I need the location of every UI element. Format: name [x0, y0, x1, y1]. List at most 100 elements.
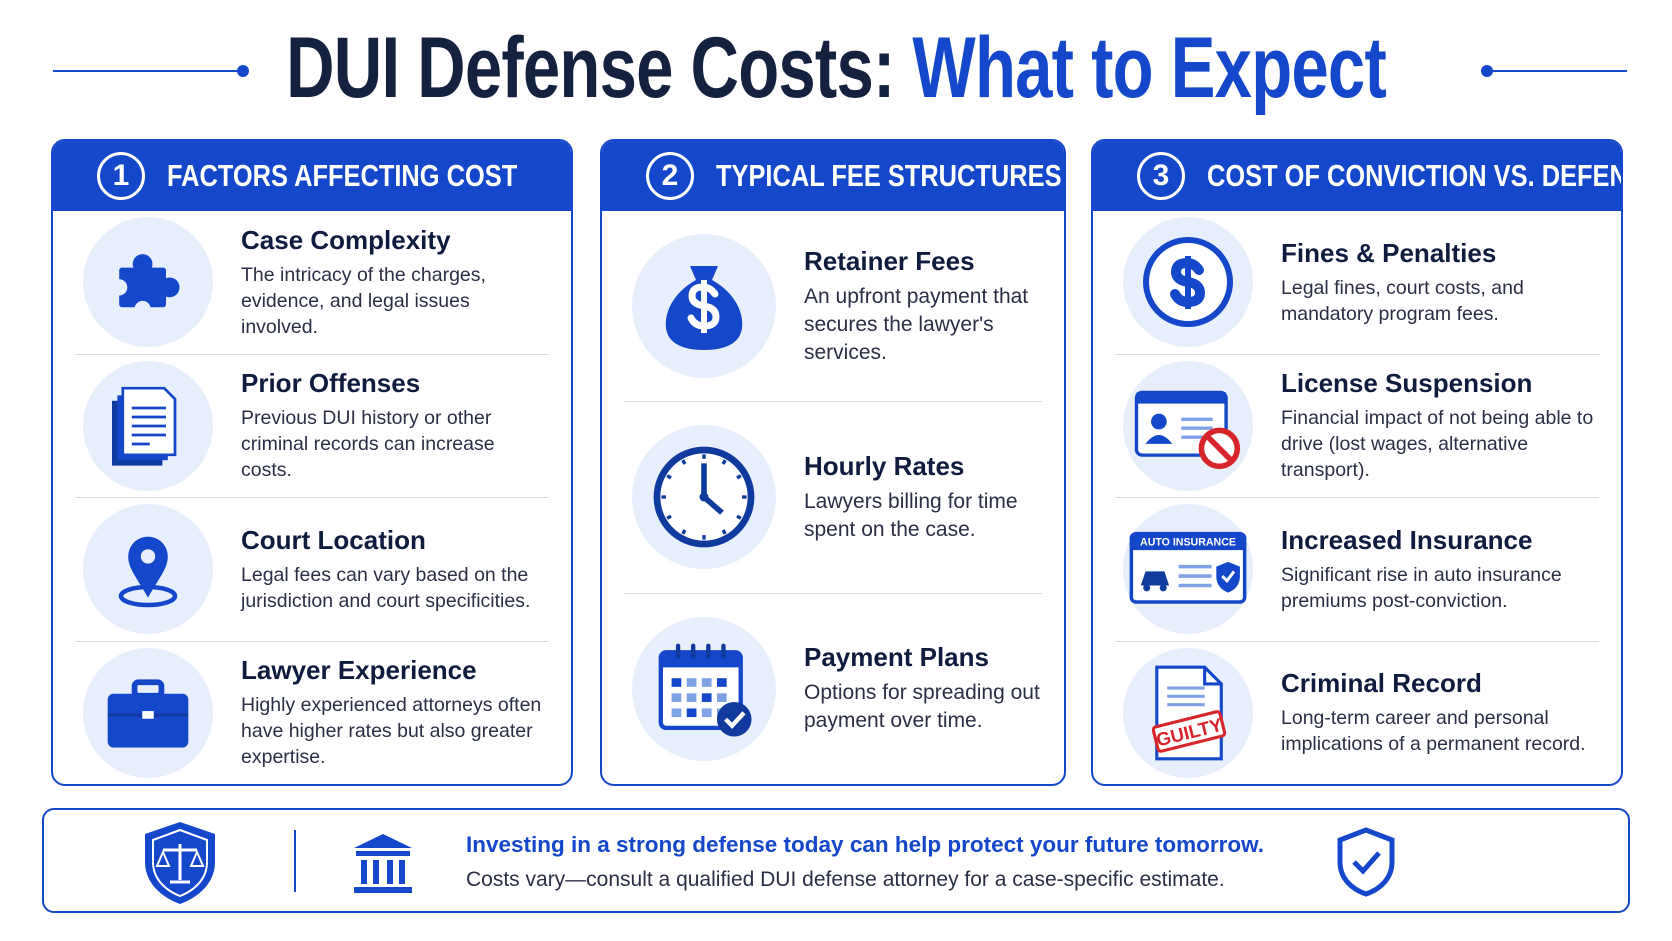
icon-svg [112, 386, 177, 466]
icon-svg: GUILTY [1151, 665, 1227, 761]
icon-rect [119, 267, 166, 308]
item: GUILTY Criminal Record Long-term career an… [1115, 642, 1599, 785]
item-icon [632, 616, 776, 761]
icon-rect [675, 643, 681, 659]
icon-circle [1159, 584, 1167, 592]
title-text: DUI Defense Costs: What to Expect [286, 18, 1387, 118]
item-title: Prior Offenses [241, 368, 421, 399]
icon-rect [671, 693, 682, 702]
shield-check-icon [1337, 827, 1395, 897]
item: Fines & Penalties Legal fines, court cost… [1115, 211, 1599, 355]
icon-rect [701, 708, 712, 717]
item-icon [83, 504, 213, 635]
icon-line [736, 515, 742, 521]
column-title: TYPICAL FEE STRUCTURES [716, 158, 1062, 193]
icon-path [121, 386, 177, 456]
column: 2 TYPICAL FEE STRUCTURES Retainer Fees An u… [600, 139, 1066, 786]
item-title: Court Location [241, 524, 426, 555]
item: Lawyer Experience Highly experienced atto… [75, 642, 549, 785]
item-title: Case Complexity [241, 224, 451, 255]
icon-rect [701, 693, 712, 702]
icon-rect [356, 851, 410, 856]
item-text: Legal fees can vary based on the jurisdi… [241, 563, 531, 612]
icon-line [721, 529, 727, 536]
shield-scales-icon [145, 822, 215, 904]
divider [294, 830, 296, 892]
icon-line [666, 474, 672, 480]
item: Payment Plans Options for spreading out p… [624, 594, 1042, 784]
icon-circle [699, 493, 709, 502]
title-accent: What to Expect [912, 20, 1386, 116]
item: Court Location Legal fees can vary based … [75, 498, 549, 642]
icon-rect [361, 860, 367, 884]
icon-line [681, 459, 687, 466]
icon-svg [118, 536, 178, 608]
footer: Investing in a strong defense today can … [42, 808, 1630, 913]
icon-rect [1136, 392, 1227, 404]
icon-circle [111, 279, 128, 296]
icon-circle [134, 301, 151, 318]
column-header: 1 FACTORS AFFECTING COST [53, 141, 571, 211]
item-text: Highly experienced attorneys often have … [241, 694, 542, 769]
icon-rect [686, 678, 697, 687]
item-text: Financial impact of not being able to dr… [1281, 407, 1594, 482]
icon-rect [142, 710, 154, 719]
title-rule [53, 65, 249, 77]
item-icon [83, 647, 213, 778]
courthouse-icon [354, 834, 412, 893]
item-text: Significant rise in auto insurance premi… [1281, 563, 1562, 612]
icon-circle [159, 277, 180, 298]
column-number: 2 [646, 152, 694, 200]
footer-note: Costs vary—consult a qualified DUI defen… [466, 868, 1225, 891]
title: DUI Defense Costs: What to Expect [0, 18, 1672, 118]
icon-path [155, 849, 205, 867]
icon-path [724, 711, 746, 729]
item-text: Previous DUI history or other criminal r… [241, 407, 495, 482]
item-icon: AUTO INSURANCE [1123, 504, 1253, 635]
column-header: 3 COST OF CONVICTION VS. DEFENSE [1093, 141, 1621, 211]
icon-circle [132, 254, 153, 275]
icon-rect [660, 652, 741, 668]
icon-svg: AUTO INSURANCE [1129, 532, 1247, 605]
item-body: Retainer Fees An upfront payment that sec… [804, 246, 1042, 367]
icon-svg [665, 266, 743, 351]
item-text: The intricacy of the charges, evidence, … [241, 263, 486, 338]
item-list: Retainer Fees An upfront payment that sec… [602, 211, 1064, 784]
icon-path [1140, 571, 1170, 586]
item-title: Retainer Fees [804, 245, 975, 276]
item: Retainer Fees An upfront payment that sec… [624, 211, 1042, 403]
column-number: 1 [97, 152, 145, 200]
column: 1 FACTORS AFFECTING COST Case Complexity Th… [51, 139, 573, 786]
icon-rect [706, 643, 711, 659]
item-body: License Suspension Financial impact of no… [1281, 368, 1599, 483]
icon-path [1203, 666, 1222, 686]
icon-label: AUTO INSURANCE [1140, 537, 1236, 549]
item-body: Increased Insurance Significant rise in a… [1281, 525, 1599, 614]
icon-svg [1134, 390, 1241, 469]
item-body: Hourly Rates Lawyers billing for time spe… [804, 451, 1042, 544]
column-title: COST OF CONVICTION VS. DEFENSE [1207, 158, 1623, 193]
icon-path [354, 834, 412, 848]
item-icon [83, 360, 213, 491]
icon-line [1205, 433, 1234, 463]
item-title: Hourly Rates [804, 450, 965, 481]
icon-line [666, 515, 672, 521]
icon-svg [111, 254, 180, 318]
item-body: Court Location Legal fees can vary based … [241, 525, 549, 614]
item-body: Criminal Record Long-term career and pers… [1281, 668, 1599, 757]
icon-path [152, 828, 208, 898]
icon-rect [671, 708, 682, 717]
icon-circle [1143, 584, 1151, 592]
icon-path [1145, 434, 1173, 444]
item-body: Lawyer Experience Highly experienced atto… [241, 655, 549, 770]
icon-rect [701, 678, 712, 687]
item-icon [632, 425, 776, 570]
icon-path [128, 536, 168, 599]
item-icon [632, 234, 776, 379]
icon-line [721, 459, 727, 466]
item-list: Case Complexity The intricacy of the char… [53, 211, 571, 784]
item-title: Fines & Penalties [1281, 237, 1497, 268]
item: License Suspension Financial impact of no… [1115, 355, 1599, 498]
item: Case Complexity The intricacy of the char… [75, 211, 549, 355]
item-title: Increased Insurance [1281, 524, 1533, 555]
